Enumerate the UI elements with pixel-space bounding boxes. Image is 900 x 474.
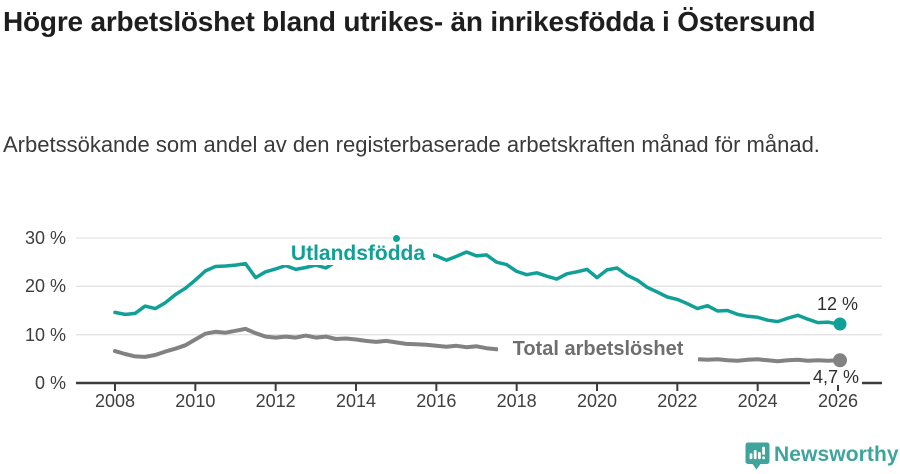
x-tick-label-2024: 2024 [737,391,778,411]
series-end-dot-1 [833,353,847,368]
y-tick-label-0: 0 % [34,373,66,393]
page-title: Högre arbetslöshet bland utrikes- än inr… [3,6,816,37]
x-tick-label-2010: 2010 [175,391,216,411]
series-label-dot [393,235,400,242]
series-line-1 [113,326,840,364]
x-tick-label-2020: 2020 [576,391,618,411]
x-tick-label-2022: 2022 [657,391,698,411]
x-tick-label-2026: 2026 [817,391,859,411]
x-tick-label-2008: 2008 [94,391,136,411]
y-tick-label-20: 20 % [24,276,66,297]
end-value-label-utlandsfodda: 12 % [816,294,858,314]
newsworthy-wordmark: Newsworthy [774,443,899,466]
x-tick-label-2018: 2018 [496,391,537,411]
x-tick-label-2016: 2016 [416,391,457,411]
newsworthy-logo-icon [745,442,770,470]
page-subtitle: Arbetssökande som andel av den registerb… [3,132,820,157]
y-tick-label-10: 10 % [24,324,66,345]
end-value-label-total: 4,7 % [809,368,862,386]
x-tick-label-2012: 2012 [255,391,296,411]
y-tick-label-30: 30 % [24,228,66,248]
series-label-utlandsfodda: Utlandsfödda [283,242,433,265]
series-line-0 [113,250,840,326]
newsworthy-brand-link[interactable]: Newsworthy [744,441,899,471]
x-tick-label-2014: 2014 [335,391,377,411]
series-end-dot-0 [833,317,847,331]
series-label-total-arbetsloshet: Total arbetslöshet [498,337,698,362]
